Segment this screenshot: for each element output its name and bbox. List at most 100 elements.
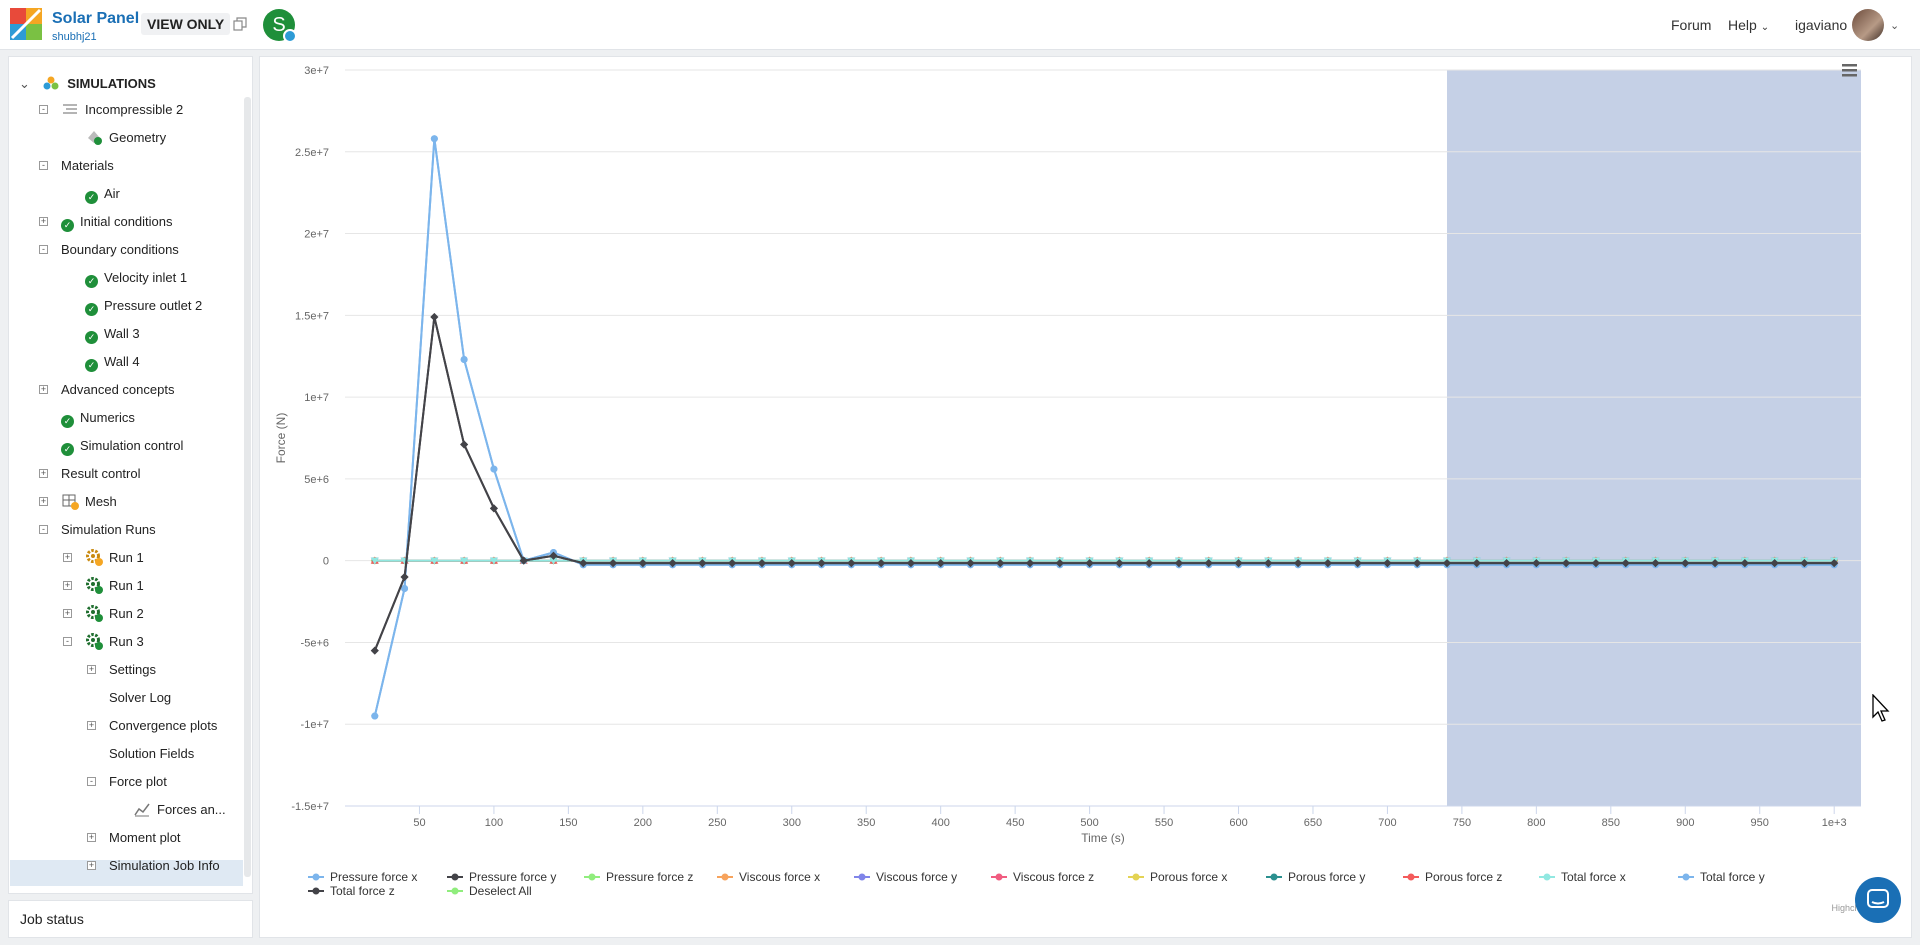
user-name[interactable]: igaviano bbox=[1795, 17, 1848, 33]
expand-toggle-icon[interactable]: + bbox=[87, 664, 96, 674]
expand-toggle-icon[interactable]: + bbox=[39, 384, 48, 394]
chevron-down-icon[interactable]: ⌄ bbox=[1890, 20, 1900, 32]
tree-item[interactable]: + Settings bbox=[9, 657, 245, 683]
data-point[interactable] bbox=[430, 135, 438, 143]
user-avatar[interactable] bbox=[1852, 9, 1884, 41]
data-point[interactable] bbox=[519, 556, 528, 565]
data-point[interactable] bbox=[1115, 559, 1124, 568]
owner-avatar[interactable]: S bbox=[263, 9, 297, 43]
collapse-toggle-icon[interactable]: - bbox=[39, 525, 48, 534]
data-point[interactable] bbox=[1472, 559, 1481, 568]
tree-item[interactable]: Solution Fields bbox=[9, 741, 245, 767]
data-point[interactable] bbox=[757, 559, 766, 568]
data-point[interactable] bbox=[401, 584, 409, 592]
expand-toggle-icon[interactable]: + bbox=[63, 608, 72, 618]
data-point[interactable] bbox=[549, 551, 558, 560]
data-point[interactable] bbox=[1800, 559, 1809, 568]
tree-item[interactable]: Geometry bbox=[9, 125, 245, 151]
expand-toggle-icon[interactable]: + bbox=[87, 720, 96, 730]
data-point[interactable] bbox=[1294, 559, 1303, 568]
data-point[interactable] bbox=[490, 465, 498, 473]
data-point[interactable] bbox=[400, 573, 409, 582]
collapse-toggle-icon[interactable]: - bbox=[39, 105, 48, 114]
legend-label[interactable]: Porous force z bbox=[1425, 870, 1502, 884]
data-point[interactable] bbox=[787, 559, 796, 568]
data-point[interactable] bbox=[1323, 559, 1332, 568]
tree-item[interactable]: + Run 2 bbox=[9, 601, 245, 627]
data-point[interactable] bbox=[1591, 559, 1600, 568]
tree-item[interactable]: ✓ Velocity inlet 1 bbox=[9, 265, 245, 291]
data-point[interactable] bbox=[1770, 559, 1779, 568]
data-point[interactable] bbox=[370, 557, 379, 565]
data-point[interactable] bbox=[906, 559, 915, 568]
legend-label[interactable]: Porous force x bbox=[1150, 870, 1227, 884]
legend-deselect-all[interactable]: Deselect All bbox=[469, 884, 532, 898]
tree-item[interactable]: ✓ Wall 4 bbox=[9, 349, 245, 375]
data-point[interactable] bbox=[1264, 559, 1273, 568]
data-point[interactable] bbox=[1562, 559, 1571, 568]
data-point[interactable] bbox=[1681, 559, 1690, 568]
data-point[interactable] bbox=[966, 559, 975, 568]
collapse-toggle-icon[interactable]: - bbox=[39, 245, 48, 254]
tree-item[interactable]: + Mesh bbox=[9, 489, 245, 515]
collapse-toggle-icon[interactable]: - bbox=[39, 161, 48, 170]
simulations-root[interactable]: ⌄ SIMULATIONS bbox=[19, 71, 156, 97]
data-point[interactable] bbox=[817, 559, 826, 568]
data-point[interactable] bbox=[1085, 559, 1094, 568]
data-point[interactable] bbox=[1651, 559, 1660, 568]
tree-item[interactable]: ✓ Pressure outlet 2 bbox=[9, 293, 245, 319]
chat-support-button[interactable] bbox=[1855, 877, 1901, 923]
collapse-toggle-icon[interactable]: - bbox=[87, 777, 96, 786]
force-chart[interactable]: 3e+7 2.5e+7 2e+7 1.5e+7 1e+7 5e+6 0 -5e+6 -1e+7 -… bbox=[260, 57, 1913, 939]
series-line[interactable] bbox=[373, 138, 1835, 717]
data-point[interactable] bbox=[668, 559, 677, 568]
data-point[interactable] bbox=[847, 559, 856, 568]
series-line[interactable] bbox=[373, 316, 1835, 651]
data-point[interactable] bbox=[1532, 559, 1541, 568]
tree-item[interactable]: + Simulation Job Info bbox=[9, 853, 245, 879]
tree-item[interactable]: - Materials bbox=[9, 153, 245, 179]
data-point[interactable] bbox=[996, 559, 1005, 568]
data-point[interactable] bbox=[1234, 559, 1243, 568]
data-point[interactable] bbox=[460, 355, 468, 363]
nav-forum-link[interactable]: Forum bbox=[1671, 17, 1712, 33]
copy-icon[interactable] bbox=[233, 17, 247, 31]
simscale-logo[interactable] bbox=[10, 8, 42, 40]
chart-menu-icon[interactable] bbox=[1842, 69, 1857, 72]
project-owner[interactable]: shubhj21 bbox=[52, 31, 97, 43]
legend-label[interactable]: Pressure force z bbox=[606, 870, 693, 884]
data-point[interactable] bbox=[371, 712, 379, 720]
tree-item[interactable]: - Force plot bbox=[9, 769, 245, 795]
tree-item[interactable]: - Simulation Runs bbox=[9, 517, 245, 543]
tree-item[interactable]: + Result control bbox=[9, 461, 245, 487]
tree-item[interactable]: + Advanced concepts bbox=[9, 377, 245, 403]
tree-scrollbar[interactable] bbox=[244, 97, 251, 877]
data-point[interactable] bbox=[1621, 559, 1630, 568]
legend-label[interactable]: Total force y bbox=[1700, 870, 1765, 884]
job-status-panel[interactable]: Job status bbox=[8, 900, 253, 938]
collapse-toggle-icon[interactable]: - bbox=[63, 637, 72, 646]
data-point[interactable] bbox=[1413, 559, 1422, 568]
expand-toggle-icon[interactable]: + bbox=[39, 216, 48, 226]
data-point[interactable] bbox=[489, 504, 498, 513]
tree-item[interactable]: Forces an... bbox=[9, 797, 245, 823]
tree-item[interactable]: + Run 1 bbox=[9, 573, 245, 599]
data-point[interactable] bbox=[1026, 559, 1035, 568]
data-point[interactable] bbox=[460, 557, 469, 565]
legend-label[interactable]: Total force z bbox=[330, 884, 395, 898]
legend-label[interactable]: Total force x bbox=[1561, 870, 1626, 884]
expand-toggle-icon[interactable]: + bbox=[39, 468, 48, 478]
tree-item[interactable]: Solver Log bbox=[9, 685, 245, 711]
data-point[interactable] bbox=[936, 559, 945, 568]
data-point[interactable] bbox=[1145, 559, 1154, 568]
project-title[interactable]: Solar Panel bbox=[52, 10, 140, 27]
data-point[interactable] bbox=[1204, 559, 1213, 568]
chart-menu-icon[interactable] bbox=[1842, 64, 1857, 67]
legend-label[interactable]: Pressure force x bbox=[330, 870, 417, 884]
tree-item[interactable]: ✓ Wall 3 bbox=[9, 321, 245, 347]
data-point[interactable] bbox=[579, 559, 588, 568]
data-point[interactable] bbox=[877, 559, 886, 568]
tree-item[interactable]: ✓ Simulation control bbox=[9, 433, 245, 459]
data-point[interactable] bbox=[460, 440, 469, 449]
data-point[interactable] bbox=[430, 312, 439, 321]
